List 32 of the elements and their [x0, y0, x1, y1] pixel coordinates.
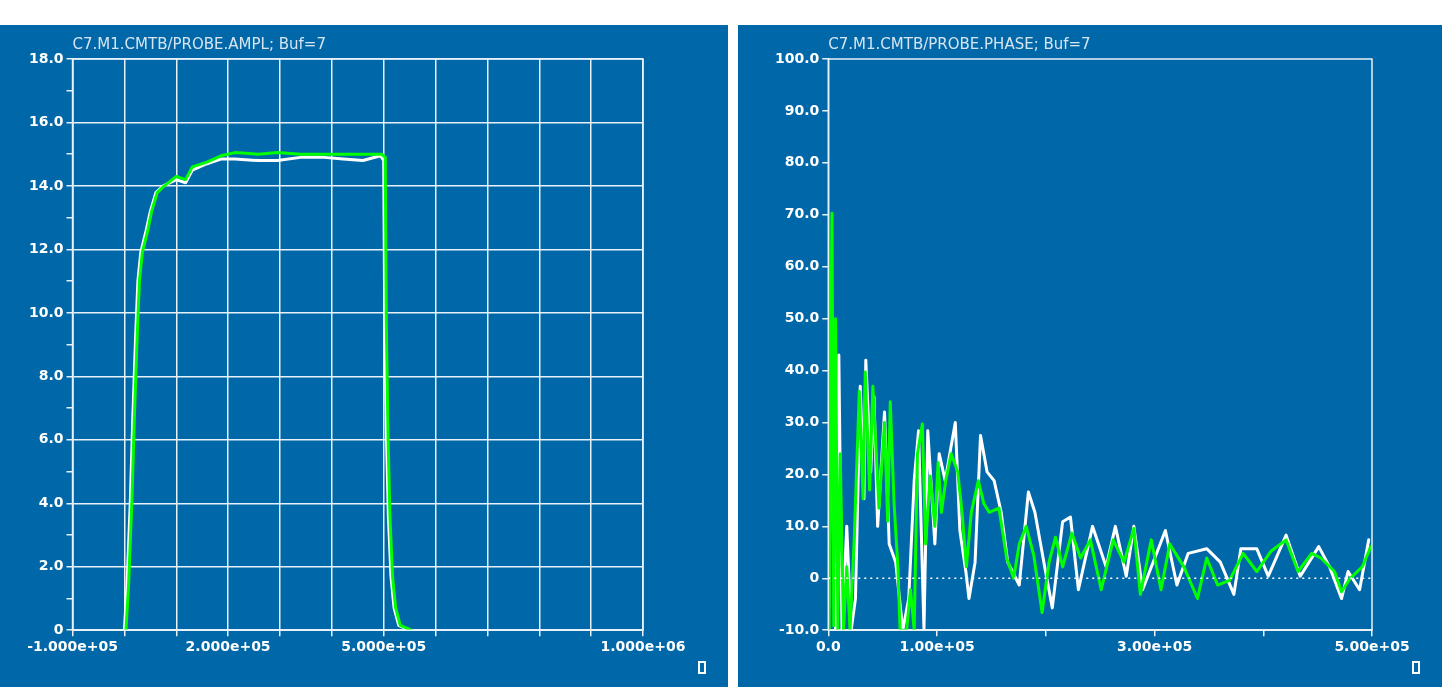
chart-title: C7.M1.CMTB/PROBE.AMPL; Buf=7 — [72, 35, 326, 54]
x-tick-label: 5.000e+05 — [341, 638, 427, 655]
y-tick-label: 14.0 — [29, 176, 64, 193]
x-tick-label: 3.00e+05 — [1116, 638, 1193, 655]
y-tick-label: 90.0 — [784, 101, 820, 118]
x-tick-label: 1.00e+05 — [899, 638, 975, 655]
y-tick-label: 40.0 — [784, 361, 820, 378]
chart-title: C7.M1.CMTB/PROBE.PHASE; Buf=7 — [828, 35, 1091, 54]
y-tick-label: 0 — [809, 568, 820, 585]
x-tick-label: 0.0 — [815, 638, 841, 655]
y-tick-label: 10.0 — [784, 516, 820, 533]
x-tick-label: 1.000e+06 — [600, 638, 686, 655]
y-tick-label: 70.0 — [784, 205, 820, 222]
y-tick-label: 2.0 — [38, 557, 64, 574]
y-tick-label: 30.0 — [784, 413, 820, 430]
y-tick-label: 50.0 — [784, 309, 820, 326]
x-tick-label: 2.000e+05 — [185, 638, 271, 655]
y-tick-label: 6.0 — [38, 430, 64, 447]
x-tick-label: -1.000e+05 — [27, 638, 118, 655]
y-tick-label: 80.0 — [784, 153, 820, 170]
y-tick-label: 8.0 — [38, 366, 64, 383]
y-tick-label: 60.0 — [784, 257, 820, 274]
y-tick-label: 10.0 — [29, 303, 64, 320]
x-tick-label: 5.00e+05 — [1334, 638, 1410, 655]
y-tick-label: -10.0 — [778, 620, 820, 637]
y-tick-label: 18.0 — [29, 49, 64, 66]
y-tick-label: 16.0 — [29, 113, 64, 130]
y-tick-label: 4.0 — [38, 493, 64, 510]
y-tick-label: 20.0 — [784, 465, 820, 482]
y-tick-label: 0 — [53, 620, 64, 637]
y-tick-label: 100.0 — [774, 49, 820, 66]
y-tick-label: 12.0 — [29, 240, 64, 257]
